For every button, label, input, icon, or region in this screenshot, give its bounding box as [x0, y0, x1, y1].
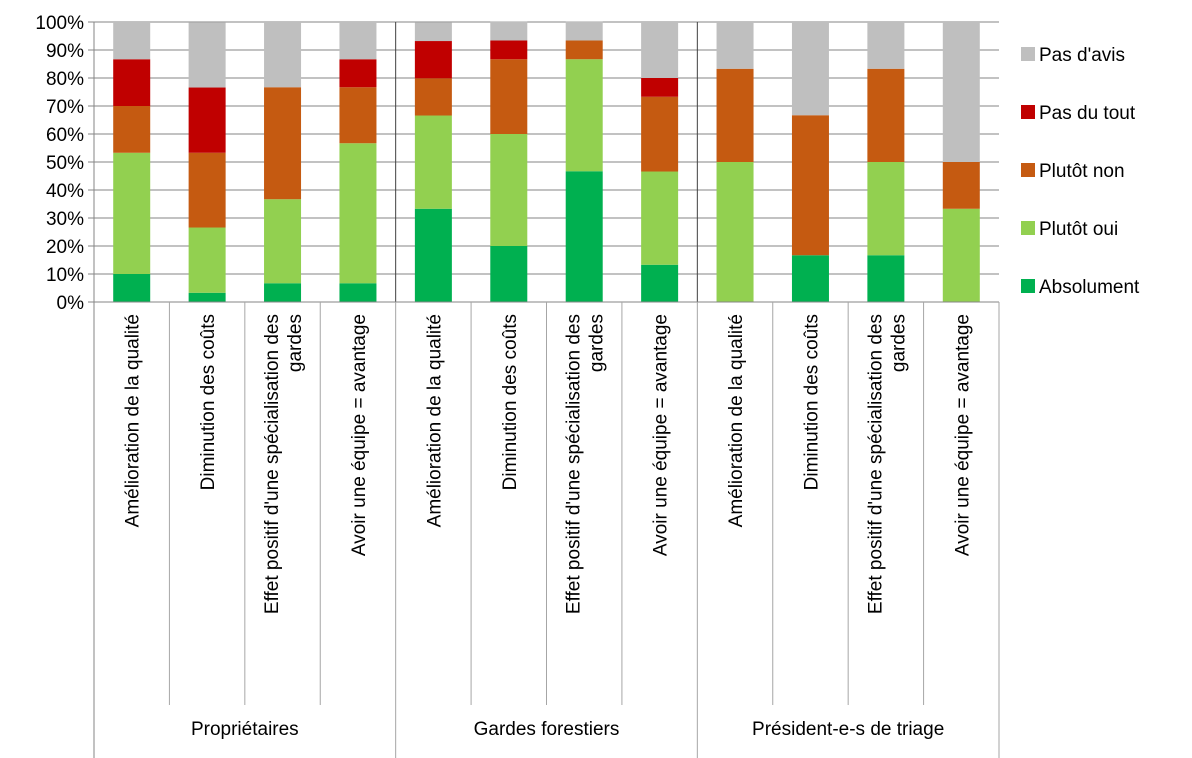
bar-segment — [414, 115, 452, 209]
bars — [113, 21, 980, 302]
bar-segment — [339, 59, 377, 88]
bar-segment — [188, 227, 226, 293]
legend-label: Plutôt non — [1039, 161, 1125, 182]
x-category-label: Diminution des coûts — [500, 314, 521, 490]
x-category-label: gardes — [285, 314, 306, 372]
x-category-label: gardes — [888, 314, 909, 372]
legend-swatch — [1021, 105, 1035, 119]
bar-segment — [641, 78, 679, 97]
bar-segment — [264, 22, 302, 88]
bar-segment — [716, 22, 754, 69]
x-category-label: Amélioration de la qualité — [424, 314, 445, 527]
bar-segment — [565, 21, 603, 41]
bar-segment — [113, 106, 151, 153]
x-category-label: Amélioration de la qualité — [123, 314, 144, 527]
x-category-label: gardes — [587, 314, 608, 372]
bar-segment — [414, 208, 452, 302]
legend-label: Plutôt oui — [1039, 219, 1118, 240]
x-category-label: Amélioration de la qualité — [726, 314, 747, 527]
y-tick-label: 40% — [46, 181, 84, 202]
y-tick-label: 30% — [46, 209, 84, 230]
bar-segment — [264, 199, 302, 284]
x-category-labels: Amélioration de la qualité Diminution des… — [123, 314, 974, 614]
legend-swatch — [1021, 279, 1035, 293]
bar-segment — [188, 292, 226, 302]
x-category-label: Effet positif d'une spécialisation des — [262, 314, 283, 614]
bar-segment — [641, 264, 679, 302]
bar-segment — [113, 152, 151, 274]
legend-label: Pas d'avis — [1039, 45, 1125, 66]
bar-segment — [565, 40, 603, 60]
x-category-label: Diminution des coûts — [801, 314, 822, 490]
gridlines — [94, 21, 999, 275]
y-tick-label: 90% — [46, 41, 84, 62]
x-category-label: Effet positif d'une spécialisation des — [865, 314, 886, 614]
bar-segment — [339, 143, 377, 284]
bar-segment — [791, 115, 829, 256]
x-category-label: Avoir une équipe = avantage — [952, 314, 973, 556]
x-category-label: Avoir une équipe = avantage — [651, 314, 672, 556]
legend-swatch — [1021, 221, 1035, 235]
bar-segment — [641, 96, 679, 172]
bar-segment — [490, 59, 528, 134]
legend-label: Pas du tout — [1039, 103, 1136, 124]
bar-segment — [867, 255, 905, 302]
legend-swatch — [1021, 163, 1035, 177]
y-tick-label: 80% — [46, 69, 84, 90]
y-tick-labels: 0% 10% 20% 30% 40% 50% 60% 70% 80% 90% 100% — [35, 13, 84, 314]
y-tick-label: 20% — [46, 237, 84, 258]
y-tick-label: 10% — [46, 265, 84, 286]
bar-segment — [113, 274, 151, 302]
legend: Pas d'avis Pas du tout Plutôt non Plutôt ou… — [1021, 45, 1140, 298]
bar-segment — [716, 68, 754, 162]
bar-segment — [188, 22, 226, 88]
bar-segment — [264, 87, 302, 200]
bar-segment — [414, 78, 452, 116]
bar-segment — [942, 162, 980, 209]
x-category-label: Effet positif d'une spécialisation des — [564, 314, 585, 614]
bar-segment — [791, 22, 829, 116]
bar-segment — [641, 22, 679, 78]
bar-segment — [414, 22, 452, 42]
bar-segment — [188, 152, 226, 228]
bar-segment — [339, 22, 377, 60]
bar-segment — [113, 22, 151, 60]
bar-segment — [867, 162, 905, 256]
bar-segment — [791, 255, 829, 302]
x-category-label: Diminution des coûts — [198, 314, 219, 490]
x-category-label: Avoir une équipe = avantage — [349, 314, 370, 556]
bar-segment — [565, 171, 603, 302]
legend-swatch — [1021, 47, 1035, 61]
bar-segment — [339, 87, 377, 144]
x-group-label: Gardes forestiers — [474, 719, 620, 740]
bar-segment — [565, 59, 603, 172]
bar-segment — [490, 40, 528, 60]
y-tick-label: 100% — [35, 13, 84, 34]
bar-segment — [490, 246, 528, 302]
bar-segment — [414, 41, 452, 79]
bar-segment — [264, 283, 302, 302]
bar-segment — [867, 68, 905, 162]
bar-segment — [490, 21, 528, 41]
y-tick-label: 50% — [46, 153, 84, 174]
bar-segment — [641, 171, 679, 265]
x-group-label: Propriétaires — [191, 719, 299, 740]
axes — [88, 21, 1000, 758]
y-tick-label: 60% — [46, 125, 84, 146]
x-group-label: Président-e-s de triage — [752, 719, 944, 740]
x-group-labels: Propriétaires Gardes forestiers Président-… — [191, 719, 944, 740]
bar-segment — [490, 134, 528, 246]
bar-segment — [942, 22, 980, 162]
y-tick-label: 70% — [46, 97, 84, 118]
bar-segment — [188, 87, 226, 153]
bar-segment — [113, 59, 151, 106]
bar-segment — [867, 22, 905, 69]
bar-segment — [716, 162, 754, 302]
y-tick-label: 0% — [57, 293, 85, 314]
bar-segment — [942, 208, 980, 302]
legend-label: Absolument — [1039, 277, 1140, 298]
bar-segment — [339, 283, 377, 302]
